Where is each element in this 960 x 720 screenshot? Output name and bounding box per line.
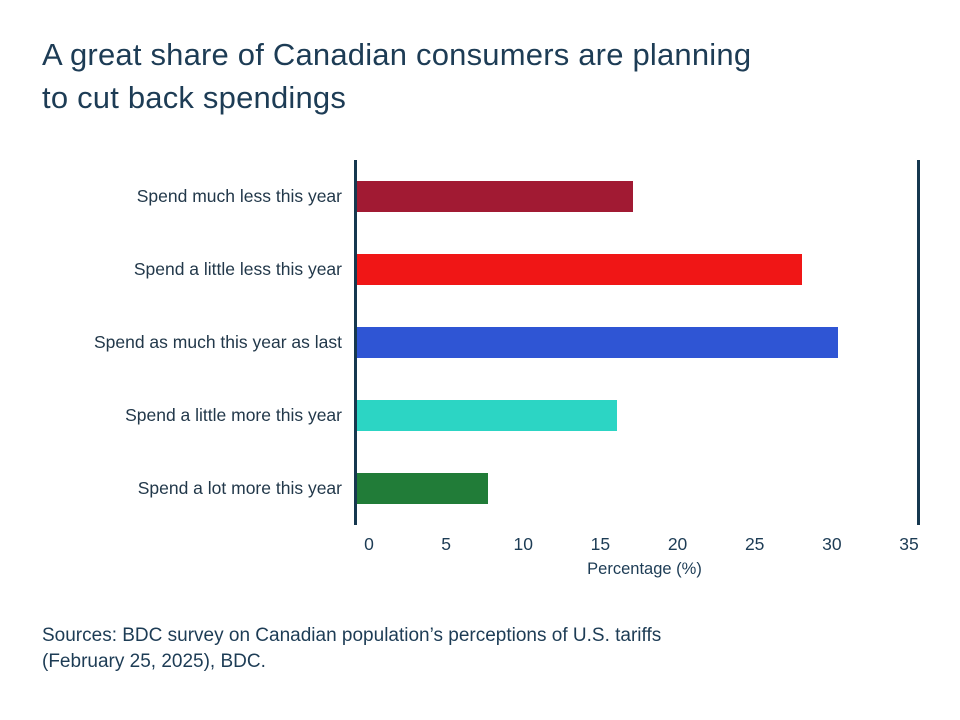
x-axis: 0 5 10 15 20 25 30 35 (364, 533, 920, 558)
right-axis-spine (917, 159, 920, 525)
chart-title-line2: to cut back spendings (42, 79, 347, 115)
chart-title: A great share of Canadian consumers are … (42, 34, 920, 120)
x-tick-label: 25 (744, 533, 765, 554)
x-tick-label: 20 (667, 533, 688, 554)
x-tick-label: 0 (364, 533, 374, 554)
chart-row: Spend much less this year (42, 159, 920, 233)
sources-note: Sources: BDC survey on Canadian populati… (42, 623, 920, 676)
x-axis-label-row: Percentage (%) (369, 560, 920, 579)
chart-row: Spend as much this year as last (42, 305, 920, 379)
chart-row: Spend a little more this year (42, 378, 920, 452)
bar (357, 399, 618, 431)
bar (357, 326, 838, 358)
sources-line2: (February 25, 2025), BDC. (42, 651, 266, 673)
x-tick-label: 30 (822, 533, 842, 554)
x-axis-label: Percentage (%) (587, 559, 702, 578)
plot-rows: Spend much less this year Spend a little … (42, 159, 920, 525)
sources-line1: Sources: BDC survey on Canadian populati… (42, 624, 662, 646)
category-label: Spend a little more this year (125, 404, 342, 425)
category-label: Spend a little less this year (133, 258, 342, 279)
bar-track (354, 305, 920, 379)
x-tick-label: 15 (590, 533, 611, 554)
bar-track (354, 451, 920, 525)
bar (357, 472, 488, 504)
bar (357, 253, 802, 285)
category-label: Spend much less this year (136, 185, 342, 206)
x-tick-label: 10 (513, 533, 533, 554)
bar (357, 180, 633, 212)
chart-row: Spend a little less this year (42, 232, 920, 306)
x-tick-label: 35 (899, 533, 919, 554)
x-tick-label: 5 (441, 533, 451, 554)
category-label: Spend a lot more this year (137, 477, 342, 498)
bar-chart: Spend much less this year Spend a little … (42, 159, 920, 579)
chart-title-line1: A great share of Canadian consumers are … (42, 37, 752, 72)
category-label: Spend as much this year as last (93, 331, 342, 352)
bar-track (354, 159, 920, 233)
bar-track (354, 232, 920, 306)
bar-track (354, 378, 920, 452)
chart-row: Spend a lot more this year (42, 451, 920, 525)
